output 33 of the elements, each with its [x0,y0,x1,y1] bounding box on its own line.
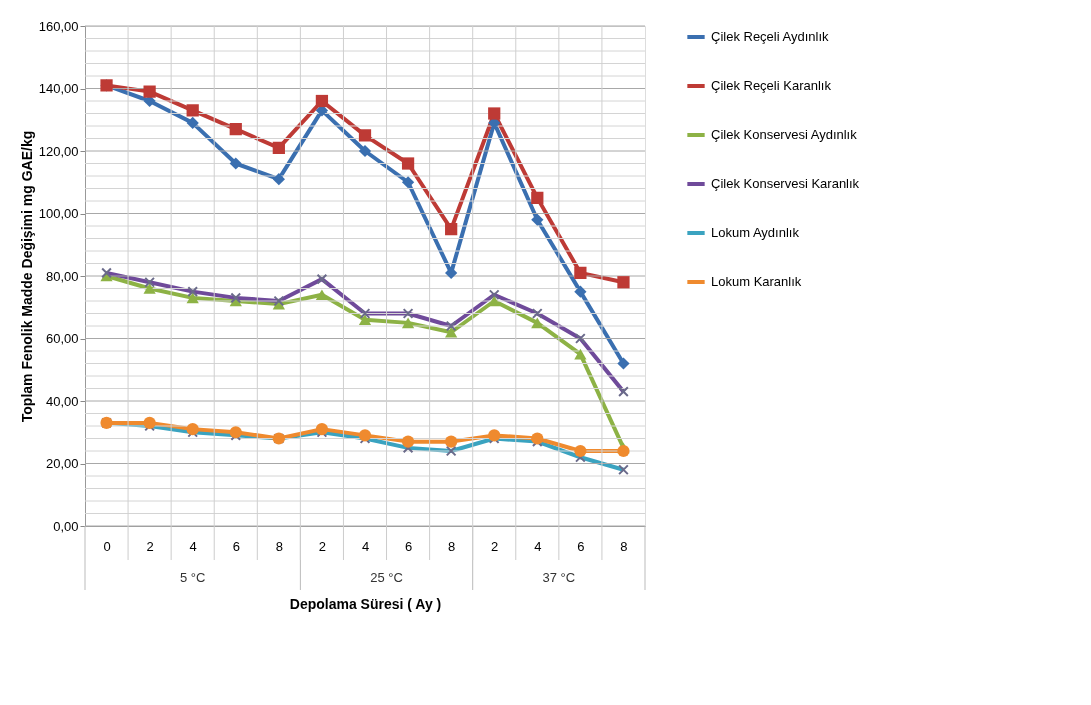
y-tick-label: 0,00 [53,518,79,534]
legend-label: Lokum Karanlık [711,274,802,289]
x-tick-label: 4 [361,538,370,554]
y-axis-title: Toplam Fenolik Madde Değişimi mg GAE/kg [18,130,35,423]
x-tick-label: 4 [189,538,197,554]
y-tick-label: 160,00 [38,18,79,34]
legend-label: Çilek Reçeli Karanlık [711,78,832,93]
legend-label: Çilek Konservesi Karanlık [711,176,860,191]
text: 25 °C [370,570,403,585]
x-axis-title: Depolama Süresi ( Ay ) [289,595,442,612]
legend-label: Lokum Aydınlık [711,225,800,240]
text: 37 °C [542,570,576,585]
y-tick-label: 100,00 [38,206,79,221]
y-tick-label: 60,00 [45,331,79,346]
y-tick-label: 40,00 [45,393,79,409]
x-tick-label: 8 [275,538,283,554]
y-tick-label: 20,00 [45,456,79,471]
x-tick-label: 8 [448,538,456,554]
legend-label: Çilek Konservesi Aydınlık [711,127,858,142]
legend-label: Çilek Reçeli Aydınlık [711,29,830,44]
x-tick-label: 6 [404,538,413,554]
x-tick-label: 0 [103,538,111,554]
x-tick-label: 8 [620,538,628,554]
x-tick-label: 6 [232,538,240,554]
x-tick-label: 2 [318,538,327,554]
text: 5 °C [179,570,206,585]
y-tick-label: 120,00 [38,143,79,159]
x-tick-label: 4 [534,538,542,554]
x-tick-label: 2 [146,538,154,554]
y-tick-label: 80,00 [45,268,79,284]
y-tick-label: 140,00 [38,81,79,96]
x-tick-label: 2 [491,538,499,554]
x-tick-label: 6 [577,538,585,554]
